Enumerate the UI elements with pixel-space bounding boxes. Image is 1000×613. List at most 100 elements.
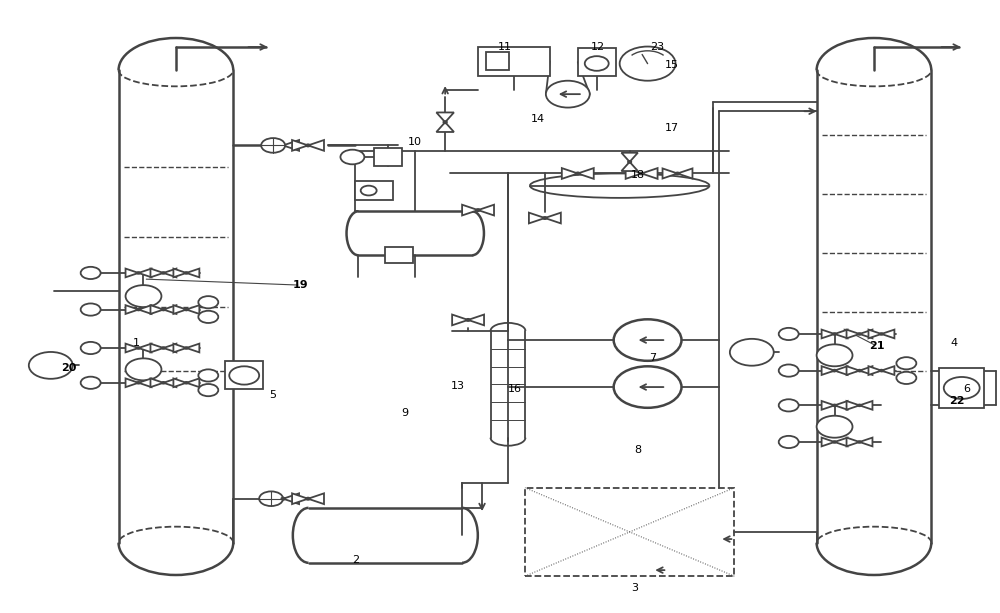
Polygon shape: [163, 305, 176, 314]
Polygon shape: [150, 305, 163, 314]
Text: 18: 18: [631, 170, 645, 180]
Polygon shape: [186, 344, 199, 352]
Circle shape: [628, 161, 631, 163]
Text: 7: 7: [649, 353, 656, 364]
Circle shape: [546, 81, 590, 107]
Circle shape: [576, 172, 580, 175]
Polygon shape: [822, 330, 835, 338]
Circle shape: [185, 272, 188, 274]
Text: 8: 8: [634, 445, 641, 455]
Circle shape: [858, 370, 861, 371]
Text: 19: 19: [293, 280, 308, 290]
Polygon shape: [859, 401, 872, 409]
Circle shape: [614, 367, 681, 408]
Circle shape: [137, 309, 140, 310]
Bar: [486, 52, 509, 70]
Bar: [939, 368, 984, 408]
Polygon shape: [868, 366, 881, 375]
Polygon shape: [835, 366, 848, 375]
Polygon shape: [452, 314, 468, 326]
Polygon shape: [621, 153, 638, 162]
Polygon shape: [292, 140, 308, 151]
Bar: [385, 247, 413, 262]
Polygon shape: [126, 305, 139, 314]
Circle shape: [259, 492, 283, 506]
Text: 10: 10: [408, 137, 422, 147]
Circle shape: [779, 365, 799, 376]
Circle shape: [198, 384, 218, 396]
Text: 16: 16: [508, 384, 522, 394]
Text: 3: 3: [631, 584, 638, 593]
Circle shape: [361, 186, 377, 196]
Bar: [355, 181, 393, 200]
Polygon shape: [163, 378, 176, 387]
Circle shape: [896, 357, 916, 370]
Polygon shape: [545, 213, 561, 223]
Polygon shape: [173, 378, 186, 387]
Circle shape: [443, 121, 447, 123]
Polygon shape: [267, 140, 283, 151]
Polygon shape: [835, 330, 848, 338]
Circle shape: [466, 319, 470, 321]
Polygon shape: [847, 366, 859, 375]
Polygon shape: [139, 378, 151, 387]
Polygon shape: [835, 401, 848, 409]
Polygon shape: [859, 330, 872, 338]
Circle shape: [340, 150, 364, 164]
Circle shape: [126, 359, 161, 380]
Circle shape: [81, 267, 101, 279]
Text: 6: 6: [963, 384, 970, 394]
Circle shape: [162, 309, 165, 310]
Bar: [225, 362, 263, 389]
Text: 5: 5: [269, 390, 276, 400]
Polygon shape: [308, 493, 324, 504]
Circle shape: [779, 399, 799, 411]
Polygon shape: [478, 205, 494, 215]
Circle shape: [543, 217, 547, 219]
Polygon shape: [126, 378, 139, 387]
Text: 1: 1: [133, 338, 140, 348]
Polygon shape: [835, 438, 848, 446]
Polygon shape: [150, 344, 163, 352]
Circle shape: [676, 172, 679, 175]
Circle shape: [137, 272, 140, 274]
Circle shape: [281, 144, 285, 147]
Circle shape: [779, 436, 799, 448]
Polygon shape: [529, 213, 545, 223]
Circle shape: [198, 311, 218, 323]
Text: 20: 20: [62, 362, 77, 373]
Circle shape: [198, 370, 218, 381]
Polygon shape: [173, 344, 186, 352]
Polygon shape: [868, 330, 881, 338]
Polygon shape: [642, 168, 658, 179]
Polygon shape: [436, 122, 454, 132]
Polygon shape: [283, 493, 299, 504]
Text: 4: 4: [950, 338, 957, 348]
Circle shape: [833, 333, 836, 335]
Circle shape: [229, 367, 259, 384]
Polygon shape: [822, 366, 835, 375]
Polygon shape: [578, 168, 594, 179]
Polygon shape: [150, 268, 163, 277]
Polygon shape: [562, 168, 578, 179]
Circle shape: [817, 345, 853, 367]
Text: 15: 15: [665, 61, 679, 70]
Circle shape: [306, 144, 310, 147]
Circle shape: [833, 405, 836, 406]
Text: 13: 13: [451, 381, 465, 391]
Circle shape: [126, 285, 161, 307]
Polygon shape: [859, 366, 872, 375]
Circle shape: [833, 370, 836, 371]
Polygon shape: [621, 162, 638, 171]
Circle shape: [880, 333, 883, 335]
Circle shape: [620, 47, 676, 81]
Circle shape: [730, 339, 774, 366]
Polygon shape: [186, 268, 199, 277]
Polygon shape: [139, 268, 151, 277]
Circle shape: [614, 319, 681, 361]
Circle shape: [137, 347, 140, 349]
Bar: [374, 148, 402, 166]
Polygon shape: [847, 438, 859, 446]
Circle shape: [817, 416, 853, 438]
Polygon shape: [626, 168, 642, 179]
